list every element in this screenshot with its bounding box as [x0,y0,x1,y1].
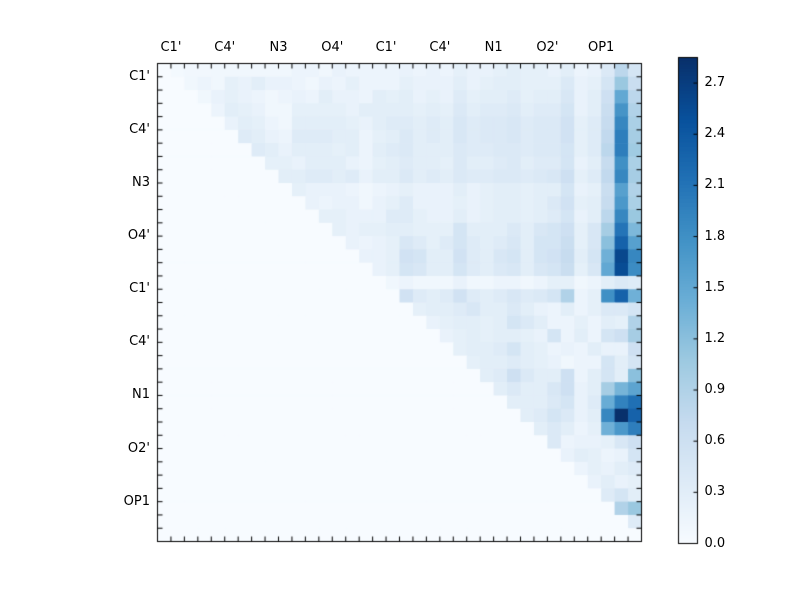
x-axis-label-0: C1' [160,40,182,55]
x-axis-label-4: C1' [375,40,397,55]
y-axis-label-5: C4' [129,334,150,350]
colorbar-tick-label-7: 2.1 [704,177,726,193]
y-axis-label-3: O4' [127,228,150,244]
x-axis-label-2: N3 [269,40,288,55]
y-axis-label-7: O2' [127,440,150,456]
y-axis-label-8: OP1 [123,493,150,509]
colorbar-tick-label-9: 2.7 [704,75,726,91]
colorbar-tick-label-2: 0.6 [704,433,726,449]
colorbar-tick-label-6: 1.8 [704,228,726,244]
x-axis-label-1: C4' [214,40,236,55]
y-axis-label-0: C1' [129,68,150,84]
y-axis-label-1: C4' [129,121,150,137]
x-axis-label-6: N1 [484,40,503,55]
x-axis-label-7: O2' [536,40,559,55]
x-axis-label-5: C4' [429,40,451,55]
y-axis-label-4: C1' [129,281,150,297]
colorbar-tick-label-1: 0.3 [704,484,726,500]
colorbar-tick-label-8: 2.4 [704,126,726,142]
x-axis-label-8: OP1 [587,40,615,55]
x-axis-label-3: O4' [321,40,344,55]
colorbar-tick-label-4: 1.2 [704,330,726,346]
colorbar-tick-label-5: 1.5 [704,279,726,295]
colorbar-tick-label-3: 0.9 [704,382,726,398]
colorbar-tick-label-0: 0.0 [704,535,726,551]
y-axis-label-6: N1 [132,387,150,403]
y-axis-label-2: N3 [132,175,150,190]
